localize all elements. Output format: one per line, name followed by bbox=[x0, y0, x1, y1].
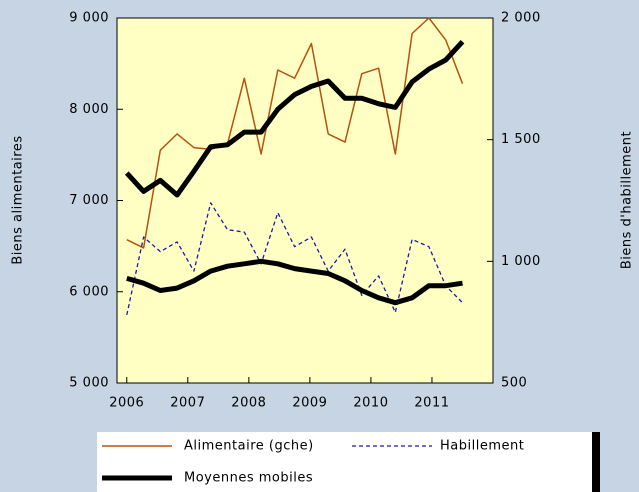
legend-label: Alimentaire (gche) bbox=[184, 439, 314, 454]
series-line bbox=[126, 258, 463, 306]
series-line bbox=[126, 202, 463, 316]
y-axis-label: Biens alimentaires bbox=[11, 135, 26, 264]
legend-label: Moyennes mobiles bbox=[184, 471, 313, 486]
y2-tick-label: 500 bbox=[501, 376, 527, 391]
series-line bbox=[126, 17, 464, 249]
y-tick-label: 6 000 bbox=[69, 284, 109, 299]
y2-tick-label: 1 500 bbox=[501, 132, 541, 147]
y-tick-label: 8 000 bbox=[69, 102, 109, 117]
y2-axis-label: Biens d'habillement bbox=[620, 131, 635, 269]
x-tick-label: 2009 bbox=[292, 396, 327, 411]
y-tick-label: 7 000 bbox=[69, 193, 109, 208]
x-tick-label: 2007 bbox=[170, 396, 205, 411]
y-tick-label: 9 000 bbox=[69, 11, 109, 26]
legend-shadow bbox=[592, 432, 600, 492]
x-tick-label: 2006 bbox=[109, 396, 144, 411]
y-tick-label: 5 000 bbox=[69, 376, 109, 391]
legend-box bbox=[97, 432, 594, 492]
plot-area bbox=[116, 17, 494, 384]
y2-tick-label: 1 000 bbox=[501, 254, 541, 269]
x-tick-label: 2011 bbox=[414, 396, 449, 411]
x-tick-label: 2008 bbox=[231, 396, 266, 411]
x-tick-label: 2010 bbox=[353, 396, 388, 411]
series-line bbox=[124, 40, 465, 198]
legend-label: Habillement bbox=[440, 439, 524, 454]
y2-tick-label: 2 000 bbox=[501, 11, 541, 26]
